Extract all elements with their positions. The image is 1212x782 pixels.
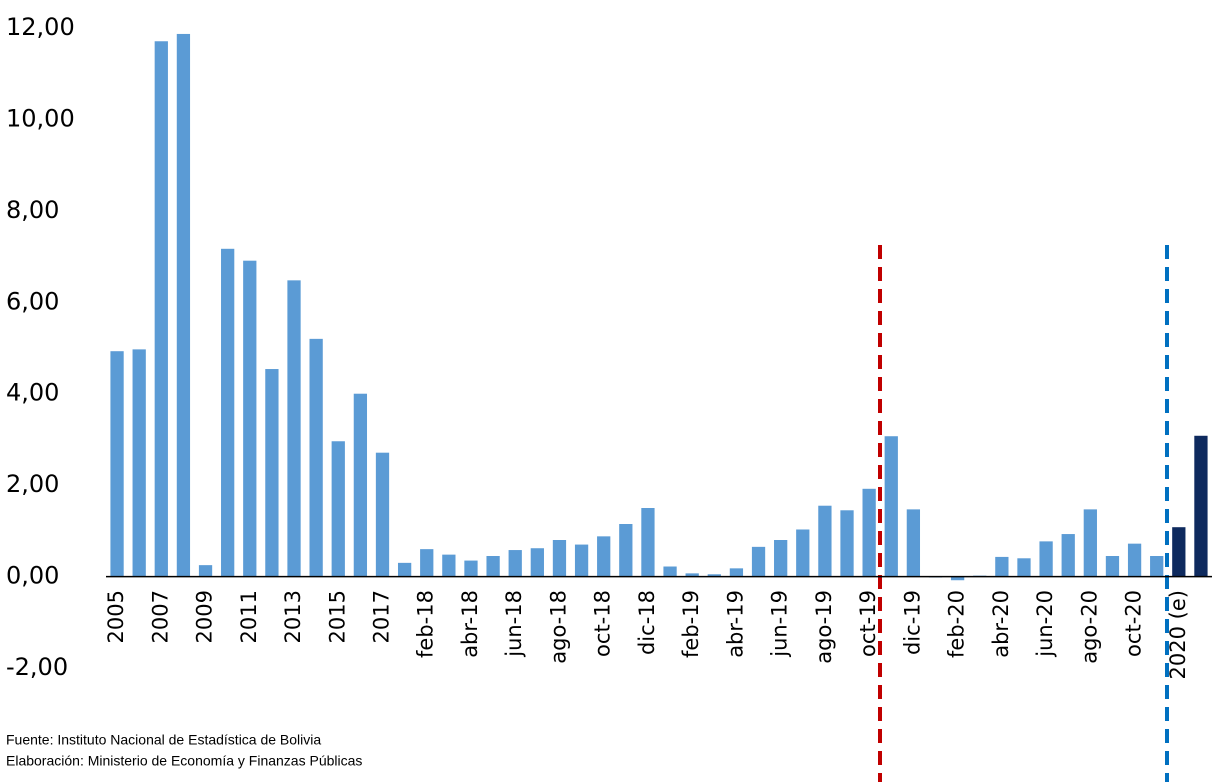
x-tick-label: dic-19 [900,590,924,655]
y-tick-label: 6,00 [6,287,59,315]
bar [641,508,655,577]
bar [397,562,412,577]
bar [707,574,721,577]
bar [420,549,434,577]
bar [1083,509,1097,577]
x-tick-label: oct-20 [1122,590,1146,657]
bar [198,565,213,577]
bar [375,452,390,577]
bar [818,505,832,577]
x-tick-label: ago-20 [1077,590,1101,664]
bar [132,349,146,577]
y-tick-label: -2,00 [6,653,68,681]
x-tick-label: 2020 (e) [1166,590,1190,679]
bar [1105,556,1120,577]
x-tick-label: 2005 [104,590,128,643]
bar [1061,534,1075,577]
x-tick-label: 2013 [281,590,305,643]
bar [464,560,478,577]
bar [995,556,1009,577]
x-tick-label: 2015 [325,590,349,643]
bar [176,33,191,577]
bar [796,529,810,577]
bar [1127,543,1142,577]
bar [287,280,301,577]
bar [331,441,345,577]
bar [265,369,279,577]
x-tick-label: feb-18 [414,590,438,658]
bar [243,260,257,577]
bar [1039,541,1053,577]
bar [663,566,677,577]
y-tick-label: 2,00 [6,470,59,498]
x-tick-label: jun-19 [768,590,792,658]
x-tick-label: dic-18 [635,590,659,655]
bar [685,573,699,577]
bar [1017,558,1031,577]
bar [840,510,854,577]
bar [862,488,876,577]
bar [486,556,500,577]
bar [309,338,323,577]
x-tick-label: feb-20 [945,590,969,658]
x-tick-label: abr-20 [989,590,1013,658]
bar [751,546,766,577]
x-tick-label: 2017 [370,590,394,643]
x-tick-label: feb-19 [679,590,703,658]
x-tick-label: oct-19 [856,590,880,657]
bar [508,550,522,577]
bar [1194,435,1208,577]
y-tick-label: 4,00 [6,379,59,407]
y-tick-label: 12,00 [6,13,75,41]
bar [950,576,965,581]
bar [574,544,589,577]
x-tick-label: abr-19 [723,590,747,658]
bar [110,351,124,577]
y-tick-label: 0,00 [6,562,59,590]
bar [906,509,921,577]
x-tick-label: 2007 [148,590,172,643]
bar [729,568,744,577]
bar [597,536,611,577]
bar [442,554,456,577]
bar [774,540,788,577]
x-tick-label: 2009 [193,590,217,643]
bar [154,41,168,577]
bar [530,548,544,577]
x-tick-label: jun-18 [502,590,526,658]
bar [884,436,898,577]
bar [619,524,633,577]
bar [552,540,567,577]
note: Fuente: Instituto Nacional de Estadístic… [6,732,321,748]
bar [1172,527,1186,577]
note: Elaboración: Ministerio de Economía y Fi… [6,753,362,769]
bar [221,248,235,577]
x-tick-label: abr-18 [458,590,482,658]
y-tick-label: 10,00 [6,104,75,132]
x-tick-label: 2011 [237,590,261,643]
x-tick-label: jun-20 [1033,590,1057,658]
bar [353,393,368,577]
x-tick-label: oct-18 [591,590,615,657]
bar [1150,556,1164,577]
y-tick-label: 8,00 [6,196,59,224]
x-tick-label: ago-18 [546,590,570,664]
x-tick-label: ago-19 [812,590,836,664]
